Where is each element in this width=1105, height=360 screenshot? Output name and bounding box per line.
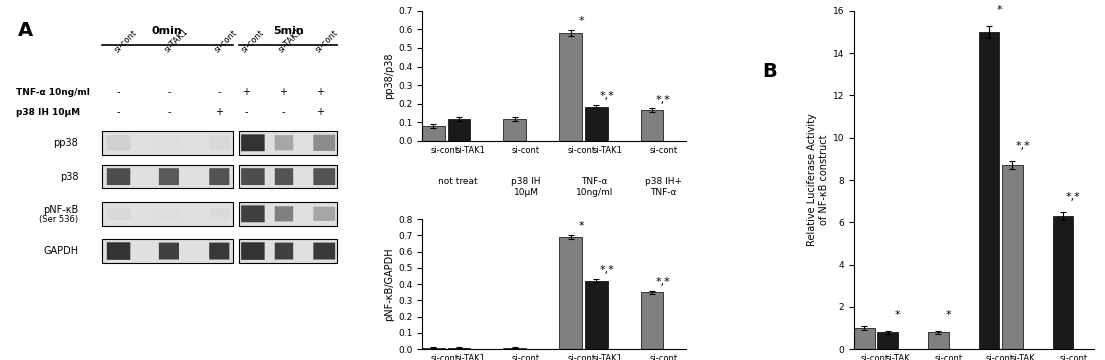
Bar <box>504 119 526 141</box>
Text: *: * <box>997 5 1002 15</box>
FancyBboxPatch shape <box>107 135 130 150</box>
Bar <box>1053 216 1073 349</box>
Text: *,*: *,* <box>600 265 614 275</box>
FancyBboxPatch shape <box>209 136 230 150</box>
Text: B: B <box>762 62 777 81</box>
Text: *: * <box>895 310 901 320</box>
Text: -: - <box>117 87 120 97</box>
FancyBboxPatch shape <box>314 243 335 260</box>
Bar <box>854 328 874 349</box>
Text: si-cont: si-cont <box>314 28 340 55</box>
Text: +: + <box>316 87 324 97</box>
FancyBboxPatch shape <box>159 243 179 260</box>
Text: pNF-κB: pNF-κB <box>43 205 78 215</box>
FancyBboxPatch shape <box>159 136 179 149</box>
Bar <box>1002 165 1022 349</box>
Text: *: * <box>946 310 951 320</box>
Text: si-cont: si-cont <box>113 28 138 55</box>
Text: +: + <box>280 87 287 97</box>
Bar <box>102 165 233 189</box>
Bar <box>102 131 233 155</box>
FancyBboxPatch shape <box>107 168 130 185</box>
Bar <box>422 347 444 349</box>
Bar <box>240 131 337 155</box>
Text: pp38: pp38 <box>53 138 78 148</box>
Bar <box>504 347 526 349</box>
Text: A: A <box>18 21 33 40</box>
Bar <box>641 292 663 349</box>
Text: GAPDH: GAPDH <box>43 246 78 256</box>
Text: (Ser 536): (Ser 536) <box>39 215 78 224</box>
Bar <box>877 332 898 349</box>
FancyBboxPatch shape <box>241 134 265 151</box>
FancyBboxPatch shape <box>209 168 230 185</box>
Text: p38: p38 <box>60 172 78 181</box>
FancyBboxPatch shape <box>314 135 335 151</box>
Text: -: - <box>218 87 221 97</box>
Text: p38 IH
10μM: p38 IH 10μM <box>512 177 540 197</box>
Text: 0min: 0min <box>151 26 182 36</box>
FancyBboxPatch shape <box>107 242 130 260</box>
Bar <box>240 202 337 226</box>
Text: *,*: *,* <box>656 95 671 104</box>
Text: TNF-α 10ng/ml: TNF-α 10ng/ml <box>17 87 90 96</box>
FancyBboxPatch shape <box>159 168 179 185</box>
Bar <box>559 33 582 141</box>
Text: -: - <box>117 107 120 117</box>
Text: +: + <box>242 87 250 97</box>
Text: si-TAK1: si-TAK1 <box>162 27 190 55</box>
FancyBboxPatch shape <box>275 168 293 185</box>
Text: -: - <box>167 107 170 117</box>
Bar <box>585 281 608 349</box>
Text: 5min: 5min <box>273 26 304 36</box>
Bar <box>240 165 337 189</box>
Text: si-cont: si-cont <box>240 28 266 55</box>
Bar <box>422 126 444 141</box>
FancyBboxPatch shape <box>314 207 335 221</box>
Bar <box>928 332 948 349</box>
Y-axis label: Relative Luciferase Activity
of NF-κB construct: Relative Luciferase Activity of NF-κB co… <box>807 114 829 246</box>
Bar <box>448 347 471 349</box>
Text: *,*: *,* <box>1015 141 1030 151</box>
Text: -: - <box>282 107 285 117</box>
Text: *: * <box>579 17 585 26</box>
Text: -: - <box>244 107 248 117</box>
Text: -: - <box>167 87 170 97</box>
FancyBboxPatch shape <box>275 206 293 221</box>
FancyBboxPatch shape <box>159 208 179 219</box>
Text: *: * <box>579 221 585 231</box>
FancyBboxPatch shape <box>107 208 130 220</box>
Bar <box>102 239 233 263</box>
FancyBboxPatch shape <box>275 243 293 260</box>
Bar <box>979 32 999 349</box>
Text: not treat: not treat <box>438 177 477 186</box>
FancyBboxPatch shape <box>209 208 230 220</box>
Text: +: + <box>215 107 223 117</box>
FancyBboxPatch shape <box>241 168 265 185</box>
Bar <box>559 237 582 349</box>
Text: p38 IH 10μM: p38 IH 10μM <box>17 108 81 117</box>
Bar <box>641 110 663 141</box>
Y-axis label: pp38/p38: pp38/p38 <box>383 53 393 99</box>
Text: p38 IH+
TNF-α: p38 IH+ TNF-α <box>645 177 682 197</box>
Bar <box>102 202 233 226</box>
FancyBboxPatch shape <box>275 135 293 150</box>
FancyBboxPatch shape <box>314 168 335 185</box>
FancyBboxPatch shape <box>209 243 230 260</box>
Text: si-TAK1: si-TAK1 <box>276 27 304 55</box>
Text: si-cont: si-cont <box>213 28 239 55</box>
Text: *,*: *,* <box>656 277 671 287</box>
Text: TNF-α
10ng/ml: TNF-α 10ng/ml <box>576 177 613 197</box>
Text: *,*: *,* <box>600 91 614 101</box>
Text: *,*: *,* <box>1066 192 1081 202</box>
Text: +: + <box>316 107 324 117</box>
FancyBboxPatch shape <box>241 205 265 222</box>
FancyBboxPatch shape <box>241 242 265 260</box>
Bar <box>240 239 337 263</box>
Bar <box>585 107 608 141</box>
Y-axis label: pNF-κB/GAPDH: pNF-κB/GAPDH <box>383 247 393 321</box>
Bar <box>448 119 471 141</box>
